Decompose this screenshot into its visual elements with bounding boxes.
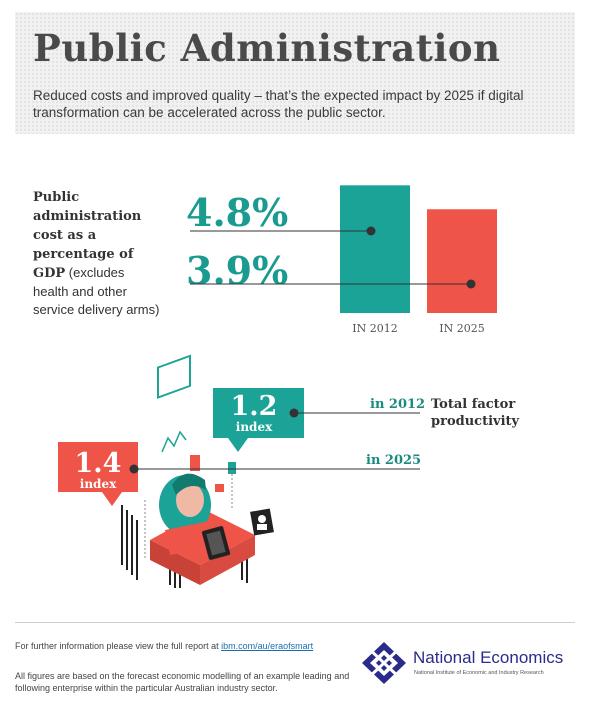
prod-dot-2012: [289, 408, 299, 418]
footer-line2: All figures are based on the forecast ec…: [15, 671, 350, 693]
leader-dot-2012: [366, 226, 376, 236]
national-economics-logo-icon: [362, 642, 406, 684]
year-label-2012: in 2012: [370, 397, 426, 412]
bars-group: [340, 185, 497, 313]
callout-2025: 1.4 index: [58, 450, 138, 491]
callout-2012-unit: index: [235, 420, 273, 434]
footer-divider: [15, 622, 575, 623]
callout-2025-value: 1.4: [74, 448, 122, 479]
callout-2025-box: [58, 442, 138, 506]
header-panel: Public Administration Reduced costs and …: [15, 12, 575, 134]
cost-label-rest: (excludes health and other service deliv…: [33, 265, 160, 317]
year-label-2025: in 2025: [366, 453, 422, 468]
value-label-2012: 4.8%: [186, 190, 289, 235]
callout-2012: 1.2 index: [213, 393, 295, 434]
bar-category-label: IN 2025: [439, 322, 485, 335]
leader-dot-2025: [466, 279, 476, 289]
callout-2012-box: [213, 388, 304, 452]
value-label-2025: 3.9%: [186, 248, 289, 293]
footer-line1: For further information please view the …: [15, 640, 355, 652]
report-link[interactable]: ibm.com/au/eraofsmart: [221, 641, 314, 651]
footer-line1-prefix: For further information please view the …: [15, 641, 222, 651]
prod-dot-2025: [129, 464, 139, 474]
bar-in-2012: [340, 185, 410, 313]
logo-subtitle: National Institute of Economic and Indus…: [414, 670, 544, 676]
tfp-label: Total factor productivity: [431, 397, 520, 429]
page-title: Public Administration: [33, 26, 501, 70]
worker-illustration: [121, 354, 274, 588]
page-subtitle: Reduced costs and improved quality – tha…: [33, 88, 524, 120]
logo-name: National Economics: [413, 648, 564, 667]
cost-label-bold: Public administration cost as a percenta…: [33, 190, 142, 281]
callout-2012-value: 1.2: [230, 391, 278, 422]
callout-2025-unit: index: [79, 477, 117, 491]
bar-category-label: IN 2012: [352, 322, 398, 335]
bar-in-2025: [427, 209, 497, 313]
cost-label: Public administration cost as a percenta…: [33, 188, 163, 319]
